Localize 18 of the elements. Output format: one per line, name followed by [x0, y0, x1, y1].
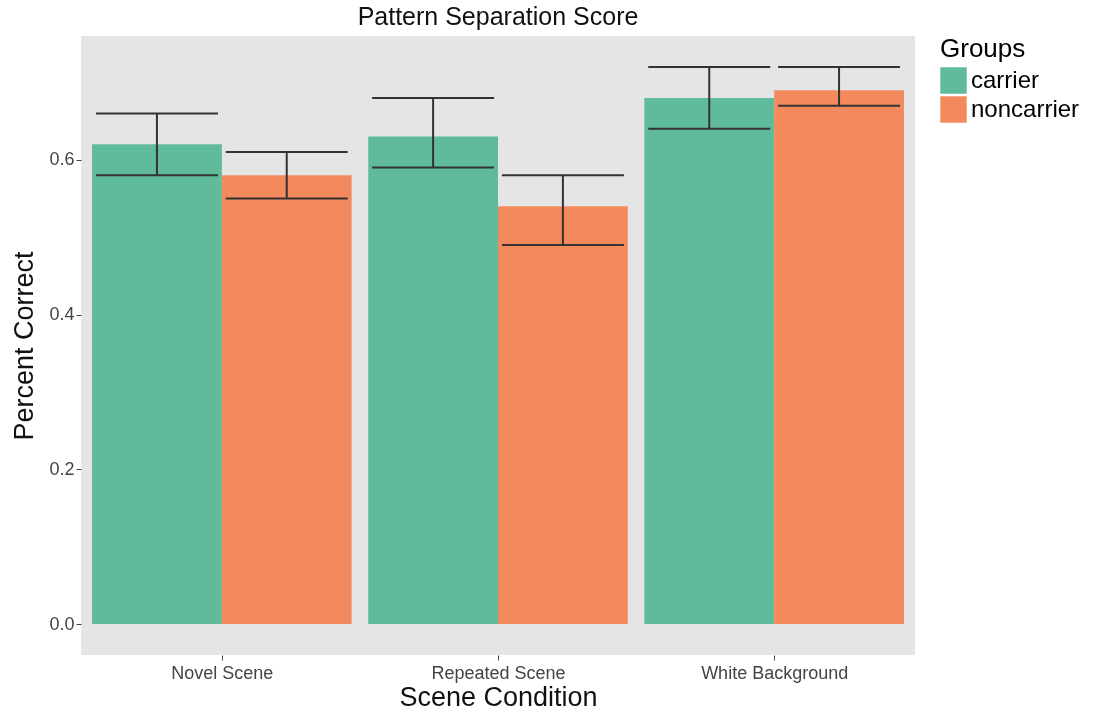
bar [221, 175, 352, 625]
bar [644, 97, 775, 625]
legend-label: noncarrier [971, 94, 1080, 122]
y-tick-label: 0.2 [49, 458, 75, 479]
legend-label: carrier [971, 65, 1040, 93]
x-tick-label: Repeated Scene [431, 662, 566, 683]
x-tick-label: Novel Scene [171, 662, 274, 683]
bar [92, 144, 222, 625]
bar [498, 206, 628, 625]
bar [368, 136, 498, 625]
y-tick-label: 0.4 [49, 304, 75, 325]
y-tick-label: 0.6 [49, 149, 75, 170]
chart-title: Pattern Separation Score [357, 2, 639, 30]
y-axis-title: Percent Correct [9, 250, 40, 441]
legend-title: Groups [940, 33, 1026, 63]
y-tick-label: 0.0 [49, 613, 75, 634]
bar [774, 90, 904, 625]
x-tick-label: White Background [701, 662, 849, 683]
